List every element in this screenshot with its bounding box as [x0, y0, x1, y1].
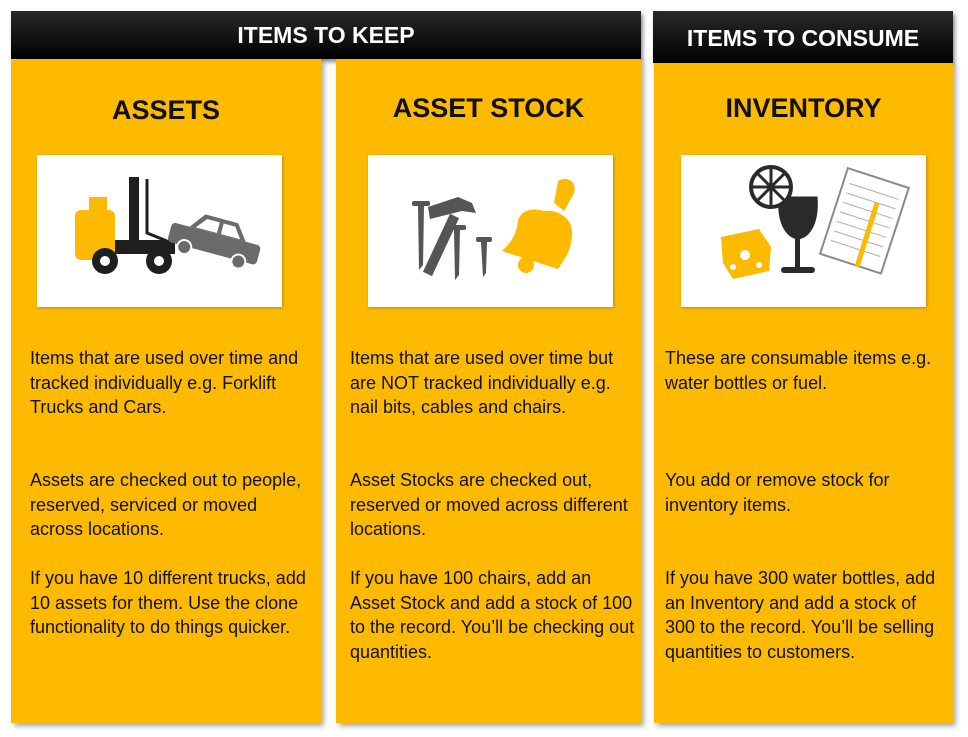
tow-truck-icon — [75, 177, 261, 274]
inventory-column: INVENTORY — [654, 63, 953, 723]
food-drink-notepad-icon — [721, 165, 911, 279]
inventory-actions: You add or remove stock for inventory it… — [665, 470, 890, 515]
items-to-consume-banner: ITEMS TO CONSUME — [653, 11, 953, 63]
asset-stock-column: ASSET STOCK Items that are used over tim… — [336, 59, 641, 723]
inventory-description: These are consumable items e.g. water bo… — [665, 348, 932, 393]
inventory-title: INVENTORY — [725, 93, 882, 123]
assets-actions: Assets are checked out to people, reserv… — [30, 470, 302, 539]
assets-title: ASSETS — [111, 95, 221, 125]
assets-column: ASSETS Items that are u — [11, 59, 321, 723]
items-to-keep-banner: ITEMS TO KEEP — [11, 11, 641, 59]
asset-stock-description: Items that are used over time but are NO… — [350, 348, 614, 417]
assets-image — [37, 155, 282, 307]
inventory-example: If you have 300 water bottles, add an In… — [665, 568, 936, 662]
tools-and-bell-icon — [412, 178, 575, 280]
asset-stock-image — [368, 155, 613, 307]
asset-stock-example: If you have 100 chairs, add an Asset Sto… — [350, 568, 635, 662]
asset-stock-title: ASSET STOCK — [392, 93, 585, 123]
asset-stock-actions: Asset Stocks are checked out, reserved o… — [350, 470, 628, 539]
inventory-image — [681, 155, 926, 307]
assets-example: If you have 10 different trucks, add 10 … — [30, 568, 306, 637]
assets-description: Items that are used over time and tracke… — [30, 348, 299, 417]
